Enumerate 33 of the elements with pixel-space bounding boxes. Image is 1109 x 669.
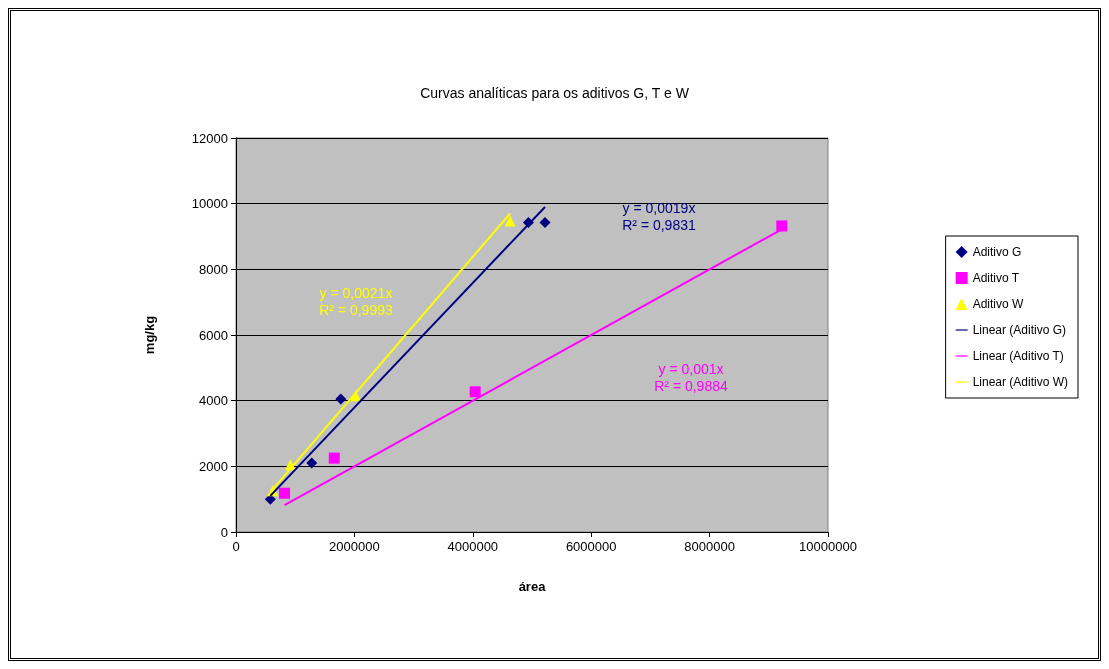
x-tick-label: 4000000 [447, 539, 499, 554]
legend-label: Aditivo T [972, 271, 1020, 285]
point [469, 386, 481, 398]
point [335, 393, 347, 405]
legend-label: Linear (Aditivo W) [972, 375, 1069, 389]
y-tick-label: 6000 [199, 327, 228, 343]
y-axis-title: mg/kg [142, 315, 157, 355]
y-tick-label: 2000 [199, 458, 228, 474]
point [776, 220, 788, 232]
legend-label: Aditivo G [972, 245, 1022, 259]
point [539, 216, 551, 228]
legend-label: Linear (Aditivo T) [972, 349, 1064, 363]
x-axis-title: área [518, 579, 547, 594]
x-tick-label: 8000000 [684, 539, 735, 554]
legend-label: Aditivo W [972, 297, 1024, 311]
x-tick-label: 10000000 [799, 539, 857, 554]
annotation: y = 0,0021x R² = 0,9993 [319, 284, 393, 318]
annotation: y = 0,001x R² = 0,9884 [654, 360, 728, 394]
point [328, 452, 340, 464]
x-tick-label: 0 [232, 539, 240, 554]
point [306, 457, 318, 469]
y-tick-label: 10000 [191, 196, 228, 212]
legend-label: Linear (Aditivo G) [972, 323, 1067, 337]
y-tick-label: 4000 [199, 393, 228, 409]
chart-title: Curvas analíticas para os aditivos G, T e W [420, 85, 690, 101]
y-tick-label: 8000 [199, 261, 228, 277]
y-tick-label: 12000 [191, 130, 228, 146]
y-tick-label: 0 [220, 524, 228, 540]
point [279, 487, 291, 499]
point [504, 215, 516, 227]
x-tick-label: 6000000 [565, 539, 617, 554]
x-tick-label: 2000000 [329, 539, 380, 554]
annotation: y = 0,0019x R² = 0,9831 [622, 199, 696, 233]
